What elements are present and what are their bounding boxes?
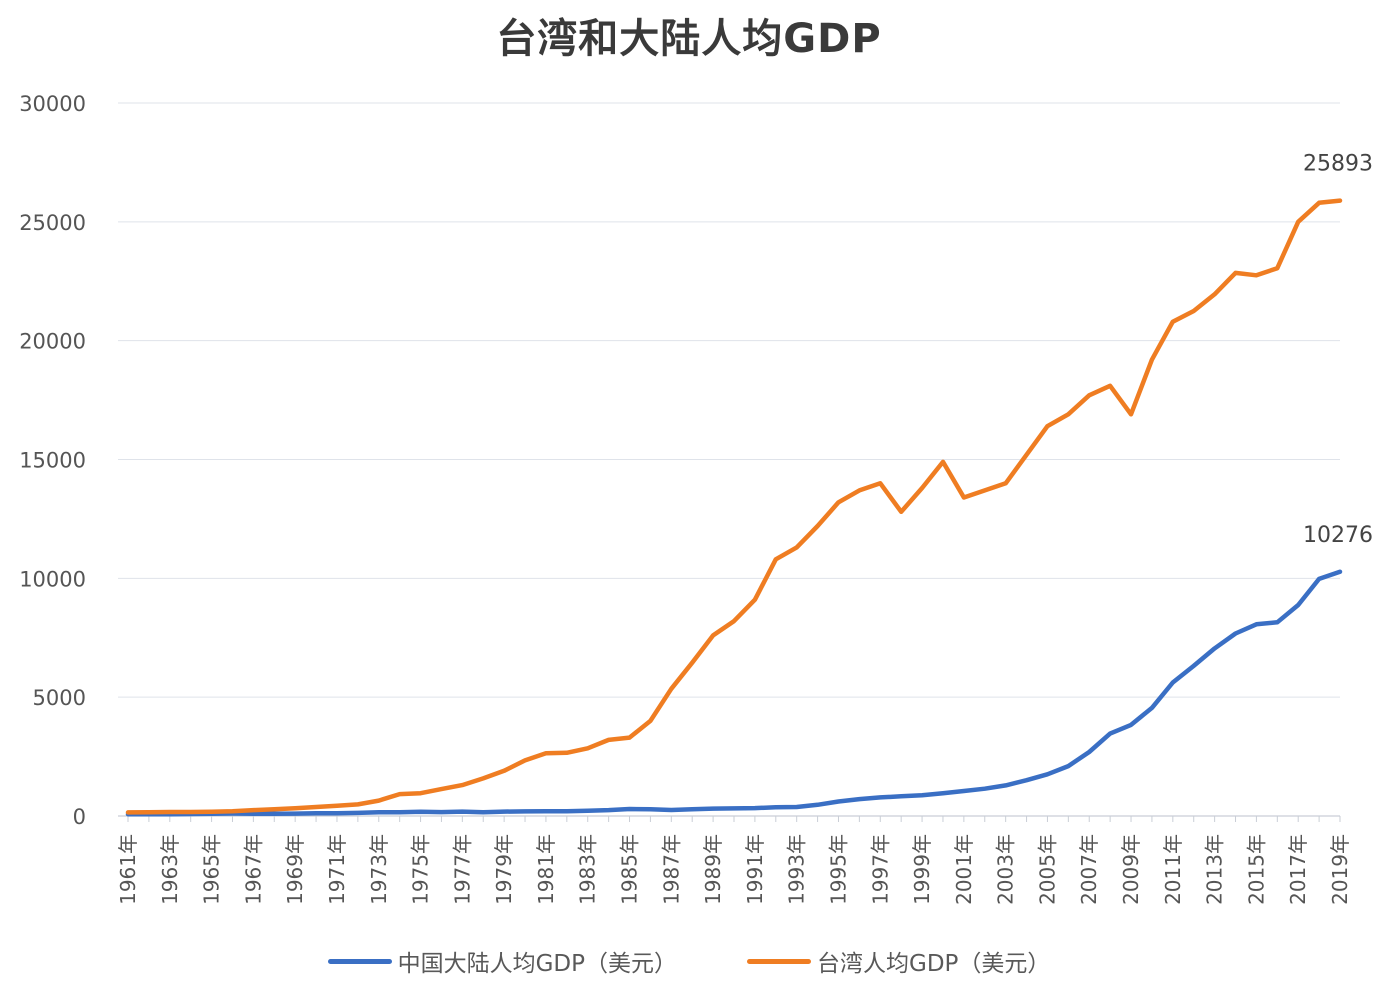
series-line-mainland [125, 569, 1343, 817]
x-tick-label: 2003年 [994, 834, 1018, 905]
x-tick-label: 2001年 [952, 834, 976, 905]
legend-swatch-taiwan [747, 958, 811, 964]
x-tick-label: 1963年 [158, 834, 182, 905]
x-tick-label: 2015年 [1244, 834, 1268, 905]
legend-label-taiwan: 台湾人均GDP（美元） [817, 951, 1051, 977]
legend: 中国大陆人均GDP（美元） 台湾人均GDP（美元） [0, 944, 1378, 978]
x-tick-label: 1965年 [200, 834, 224, 905]
x-tick-label: 1997年 [868, 834, 892, 905]
data-label: 25893 [1303, 152, 1373, 177]
x-tick-label: 1995年 [826, 834, 850, 905]
x-tick-label: 2007年 [1077, 834, 1101, 905]
x-tick-label: 1993年 [785, 834, 809, 905]
x-tick-label: 1985年 [618, 834, 642, 905]
x-tick-label: 1975年 [409, 834, 433, 905]
y-tick-label: 30000 [19, 92, 86, 116]
x-tick-label: 2005年 [1035, 834, 1059, 905]
x-tick-label: 1967年 [241, 834, 265, 905]
x-tick-label: 1991年 [743, 834, 767, 905]
x-tick-label: 1971年 [325, 834, 349, 905]
series-line-taiwan [125, 198, 1343, 815]
y-tick-label: 20000 [19, 330, 86, 354]
x-tick-label: 2013年 [1203, 834, 1227, 905]
x-tick-label: 1979年 [492, 834, 516, 905]
y-tick-label: 0 [73, 805, 86, 829]
y-tick-label: 10000 [19, 567, 86, 591]
x-tick-label: 1989年 [701, 834, 725, 905]
legend-swatch-mainland [327, 958, 392, 964]
y-tick-label: 25000 [19, 211, 86, 235]
x-tick-label: 1981年 [534, 834, 558, 905]
x-tick-label: 2009年 [1119, 834, 1143, 905]
x-tick-label: 1969年 [283, 834, 307, 905]
x-tick-label: 1973年 [367, 834, 391, 905]
x-tick-label: 2011年 [1161, 834, 1185, 905]
x-tick-label: 1961年 [116, 834, 140, 905]
x-tick-label: 2017年 [1286, 834, 1310, 905]
y-tick-label: 5000 [33, 686, 86, 710]
data-label: 10276 [1303, 523, 1373, 548]
x-tick-label: 2019年 [1328, 834, 1352, 905]
x-tick-label: 1983年 [576, 834, 600, 905]
x-tick-label: 1987年 [659, 834, 683, 905]
legend-item-taiwan: 台湾人均GDP（美元） [747, 944, 1050, 978]
y-tick-label: 15000 [19, 449, 86, 473]
x-tick-label: 1977年 [450, 834, 474, 905]
x-tick-label: 1999年 [910, 834, 934, 905]
legend-label-mainland: 中国大陆人均GDP（美元） [397, 951, 677, 977]
legend-item-mainland: 中国大陆人均GDP（美元） [327, 944, 677, 978]
chart-title: 台湾和大陆人均GDP [496, 16, 882, 62]
